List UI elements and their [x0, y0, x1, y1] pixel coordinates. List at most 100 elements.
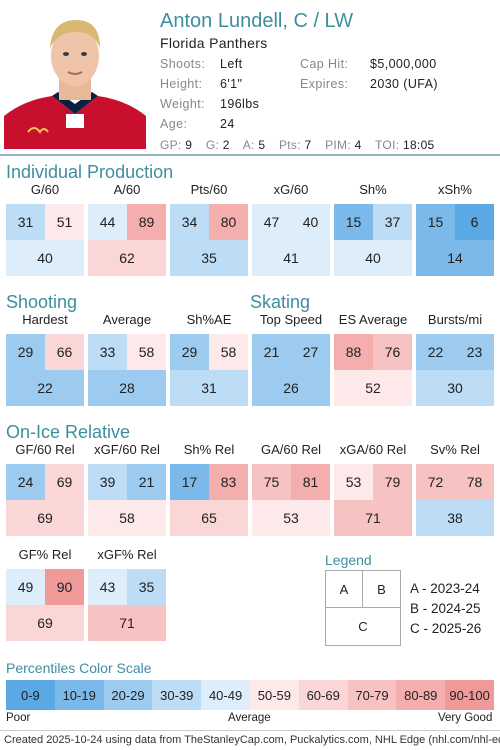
stat-value-b: 76 [373, 334, 412, 370]
scale-segment: 80-89 [396, 680, 446, 710]
stat-block-gf-rel: GF% Rel 49 90 69 [6, 547, 84, 641]
toi-value: 18:05 [402, 138, 435, 152]
expires-label: Expires: [300, 77, 349, 91]
stat-value-a: 33 [88, 334, 127, 370]
stat-block-sh-ae: Sh%AE 29 58 31 [170, 312, 248, 406]
skating-title: Skating [250, 292, 311, 312]
assists-value: 5 [258, 138, 266, 152]
stat-value-a: 34 [170, 204, 209, 240]
stat-block-xgf-60-rel: xGF/60 Rel 39 21 58 [88, 442, 166, 536]
stat-value-a: 47 [252, 204, 291, 240]
stat-value-a: 49 [6, 569, 45, 605]
stat-value-b: 69 [45, 464, 84, 500]
stat-value-b: 27 [291, 334, 330, 370]
stat-value-c: 41 [252, 240, 330, 276]
footer-divider [0, 730, 500, 731]
stat-value-c: 40 [6, 240, 84, 276]
stat-value-a: 75 [252, 464, 291, 500]
stat-value-c: 62 [88, 240, 166, 276]
stat-title: A/60 [113, 182, 141, 197]
scale-segment: 50-59 [250, 680, 299, 710]
stat-value-c: 22 [6, 370, 84, 406]
stat-title: GF% Rel [18, 547, 72, 562]
stat-value-c: 52 [334, 370, 412, 406]
stat-block-es-average: ES Average 88 76 52 [334, 312, 412, 406]
legend-cell-c: C [358, 619, 368, 634]
pim-label: PIM: [325, 138, 351, 152]
cap-hit-label: Cap Hit: [300, 57, 349, 71]
stat-value-b: 90 [45, 569, 84, 605]
stat-value-a: 31 [6, 204, 45, 240]
stat-value-b: 23 [455, 334, 494, 370]
stat-value-c: 71 [334, 500, 412, 536]
stat-value-c: 71 [88, 605, 166, 641]
player-photo [4, 8, 146, 149]
stat-title: xSh% [438, 182, 472, 197]
stat-value-b: 21 [127, 464, 166, 500]
stat-title: Sh% Rel [183, 442, 235, 457]
stat-value-c: 58 [88, 500, 166, 536]
stat-title: Sh%AE [186, 312, 232, 327]
stat-value-c: 69 [6, 500, 84, 536]
stat-block-sv-rel: Sv% Rel 72 78 38 [416, 442, 494, 536]
height-value: 6'1" [220, 77, 243, 91]
legend-a-text: A - 2023-24 [410, 581, 480, 596]
stat-title: Hardest [22, 312, 68, 327]
stat-block-xg-60: xG/60 47 40 41 [252, 182, 330, 276]
stat-value-b: 83 [209, 464, 248, 500]
legend-b-text: B - 2024-25 [410, 601, 481, 616]
age-value: 24 [220, 117, 235, 131]
stat-value-c: 69 [6, 605, 84, 641]
scale-segment: 60-69 [298, 680, 348, 710]
cap-hit-value: $5,000,000 [370, 57, 437, 71]
stat-value-a: 15 [416, 204, 455, 240]
color-scale-bar: 0-9 10-19 20-29 30-39 40-49 50-59 60-69 70-79 80… [6, 680, 494, 710]
legend-cell-b: B [363, 571, 400, 608]
scale-very-good-label: Very Good [438, 712, 493, 724]
stat-value-b: 58 [209, 334, 248, 370]
stat-value-a: 24 [6, 464, 45, 500]
scale-segment: 0-9 [6, 680, 55, 710]
stat-title: Pts/60 [190, 182, 228, 197]
scale-segment: 70-79 [347, 680, 397, 710]
stat-title: xGF% Rel [97, 547, 157, 562]
stat-value-b: 6 [455, 204, 494, 240]
stat-block-ga-60-rel: GA/60 Rel 75 81 53 [252, 442, 330, 536]
stat-block-a-60: A/60 44 89 62 [88, 182, 166, 276]
shoots-label: Shoots: [160, 57, 206, 71]
shooting-title: Shooting [6, 292, 78, 312]
stat-value-a: 17 [170, 464, 209, 500]
individual-production-title: Individual Production [6, 162, 174, 182]
stat-value-c: 53 [252, 500, 330, 536]
legend-box: A B C [325, 570, 401, 646]
expires-value: 2030 (UFA) [370, 77, 438, 91]
stat-value-b: 78 [455, 464, 494, 500]
stat-value-c: 35 [170, 240, 248, 276]
stat-title: xG/60 [273, 182, 309, 197]
stat-value-b: 37 [373, 204, 412, 240]
legend-cell-a: A [326, 571, 363, 608]
weight-label: Weight: [160, 97, 205, 111]
stat-title: ES Average [338, 312, 408, 327]
scale-segment: 10-19 [54, 680, 104, 710]
stat-block-sh: Sh% 15 37 40 [334, 182, 412, 276]
stat-title: Top Speed [259, 312, 323, 327]
points-value: 7 [304, 138, 312, 152]
stat-title: Bursts/mi [427, 312, 483, 327]
season-statline: GP: 9 G: 2 A: 5 Pts: 7 PIM: 4 TOI: 18:05 [160, 138, 445, 152]
stat-title: G/60 [30, 182, 60, 197]
player-team: Florida Panthers [160, 35, 268, 51]
stat-value-a: 29 [170, 334, 209, 370]
stat-value-a: 88 [334, 334, 373, 370]
stat-value-a: 22 [416, 334, 455, 370]
goals-value: 2 [222, 138, 230, 152]
stat-title: GA/60 Rel [261, 442, 321, 457]
stat-title: xGA/60 Rel [339, 442, 407, 457]
stat-value-c: 31 [170, 370, 248, 406]
stat-title: Sv% Rel [430, 442, 480, 457]
stat-title: xGF/60 Rel [94, 442, 160, 457]
stat-value-c: 26 [252, 370, 330, 406]
pim-value: 4 [354, 138, 362, 152]
legend-title: Legend [325, 552, 372, 568]
stat-value-b: 40 [291, 204, 330, 240]
